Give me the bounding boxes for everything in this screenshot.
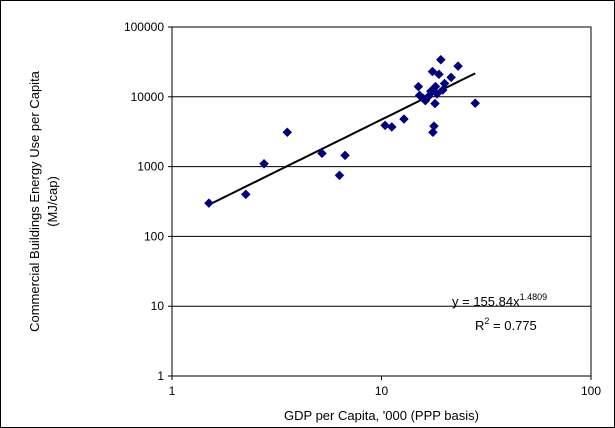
- data-point: [432, 89, 442, 99]
- r2-exponent: 2: [484, 316, 489, 326]
- data-point: [334, 170, 345, 181]
- data-point: [340, 150, 350, 161]
- data-point: [240, 189, 251, 200]
- y-axis-ticks: 1 10 100 1000 10000 100000: [124, 20, 172, 383]
- data-point: [282, 127, 293, 138]
- y-axis-label: Commercial Buildings Energy Use per Capi…: [27, 70, 60, 332]
- data-point: [470, 98, 481, 109]
- r2-prefix: R: [475, 318, 484, 333]
- trendline-equation: y = 155.84x1.4809: [452, 292, 547, 309]
- y-axis-label-line1: Commercial Buildings Energy Use per Capi…: [27, 70, 42, 332]
- y-tick-label: 10000: [131, 90, 165, 104]
- y-tick-label: 1: [157, 369, 164, 383]
- equation-prefix: y = 155.84x: [452, 294, 520, 309]
- x-tick-label: 100: [581, 384, 601, 398]
- y-tick-label: 100: [144, 229, 164, 243]
- data-point: [386, 122, 397, 132]
- data-point: [434, 69, 444, 80]
- data-point: [429, 121, 439, 131]
- data-point: [430, 98, 440, 109]
- data-point: [204, 198, 214, 208]
- y-axis-label-line2: (MJ/cap): [45, 176, 60, 227]
- y-tick-label: 10: [151, 299, 165, 313]
- y-tick-label: 100000: [124, 20, 164, 34]
- data-point: [399, 114, 409, 124]
- data-point: [259, 158, 269, 169]
- r2-suffix: = 0.775: [489, 318, 536, 333]
- data-point: [413, 81, 424, 92]
- data-point: [317, 148, 327, 159]
- data-point: [380, 120, 390, 131]
- data-points: [204, 54, 481, 208]
- data-point: [446, 72, 456, 83]
- data-point: [453, 61, 463, 71]
- x-tick-label: 10: [375, 384, 389, 398]
- x-axis-ticks: 1 10 100: [169, 376, 601, 398]
- data-point: [437, 85, 448, 95]
- equation-exponent: 1.4809: [520, 292, 548, 302]
- data-point: [435, 54, 446, 65]
- r-squared-label: R2 = 0.775: [475, 316, 537, 333]
- y-tick-label: 1000: [137, 160, 164, 174]
- data-point: [428, 127, 438, 138]
- x-tick-label: 1: [169, 384, 176, 398]
- grid-lines: [172, 96, 591, 307]
- x-axis-label: GDP per Capita, '000 (PPP basis): [284, 408, 479, 423]
- data-point: [439, 78, 450, 89]
